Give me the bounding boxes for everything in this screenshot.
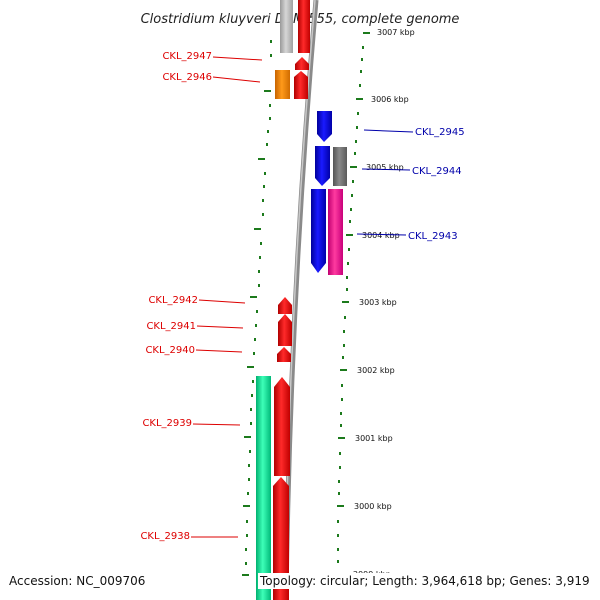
gene-label-ckl-2947[interactable]: CKL_2947 — [162, 51, 212, 62]
scale-labels: 3007 kbp 3006 kbp 3005 kbp 3004 kbp 3003… — [353, 28, 415, 579]
tick-label-3000: 3000 kbp — [354, 502, 392, 511]
gene-ckl-2946[interactable] — [294, 71, 308, 99]
gene-ckl-2940[interactable] — [277, 347, 291, 362]
accession-text: Accession: NC_009706 — [7, 573, 148, 589]
gene-ckl-2942[interactable] — [278, 297, 292, 314]
inner-tick-dots — [242, 40, 272, 576]
forward-gene-labels: CKL_2947 CKL_2946 CKL_2942 CKL_2941 CKL_… — [140, 51, 263, 542]
gene-magenta[interactable] — [328, 189, 343, 275]
gene-ckl-2945[interactable] — [317, 111, 332, 142]
tick-label-3002: 3002 kbp — [357, 366, 395, 375]
gene-label-ckl-2944[interactable]: CKL_2944 — [412, 166, 462, 177]
tick-label-3003: 3003 kbp — [359, 298, 397, 307]
gene-ckl-2947[interactable] — [295, 57, 309, 70]
gene-feature[interactable] — [280, 0, 293, 53]
gene-label-ckl-2939[interactable]: CKL_2939 — [142, 418, 192, 429]
gene-ckl-2938[interactable] — [273, 477, 289, 600]
gene-gray[interactable] — [333, 147, 347, 186]
gene-ckl-2941[interactable] — [278, 314, 292, 346]
gene-ckl-2943[interactable] — [311, 189, 326, 273]
reverse-gene-labels: CKL_2945 CKL_2944 CKL_2943 — [356, 127, 465, 242]
gene-label-ckl-2946[interactable]: CKL_2946 — [162, 72, 212, 83]
gene-ckl-2944[interactable] — [315, 146, 330, 186]
reverse-strand-genes — [311, 111, 347, 275]
gene-label-ckl-2940[interactable]: CKL_2940 — [145, 345, 195, 356]
gene-ckl-2939[interactable] — [274, 377, 290, 476]
tick-label-3007: 3007 kbp — [377, 28, 415, 37]
tick-label-3004: 3004 kbp — [362, 231, 400, 240]
tick-label-3005: 3005 kbp — [366, 163, 404, 172]
forward-strand-genes — [256, 0, 310, 600]
tick-label-3001: 3001 kbp — [355, 434, 393, 443]
tick-label-3006: 3006 kbp — [371, 95, 409, 104]
gene-orange[interactable] — [275, 70, 290, 99]
gene-green[interactable] — [256, 376, 271, 600]
gene-feature[interactable] — [298, 0, 310, 53]
genome-summary-text: Topology: circular; Length: 3,964,618 bp… — [258, 573, 592, 589]
outer-tick-dots — [337, 32, 370, 563]
gene-label-ckl-2943[interactable]: CKL_2943 — [408, 231, 458, 242]
gene-label-ckl-2942[interactable]: CKL_2942 — [148, 295, 198, 306]
gene-label-ckl-2945[interactable]: CKL_2945 — [415, 127, 465, 138]
gene-label-ckl-2938[interactable]: CKL_2938 — [140, 531, 190, 542]
gene-label-ckl-2941[interactable]: CKL_2941 — [146, 321, 196, 332]
